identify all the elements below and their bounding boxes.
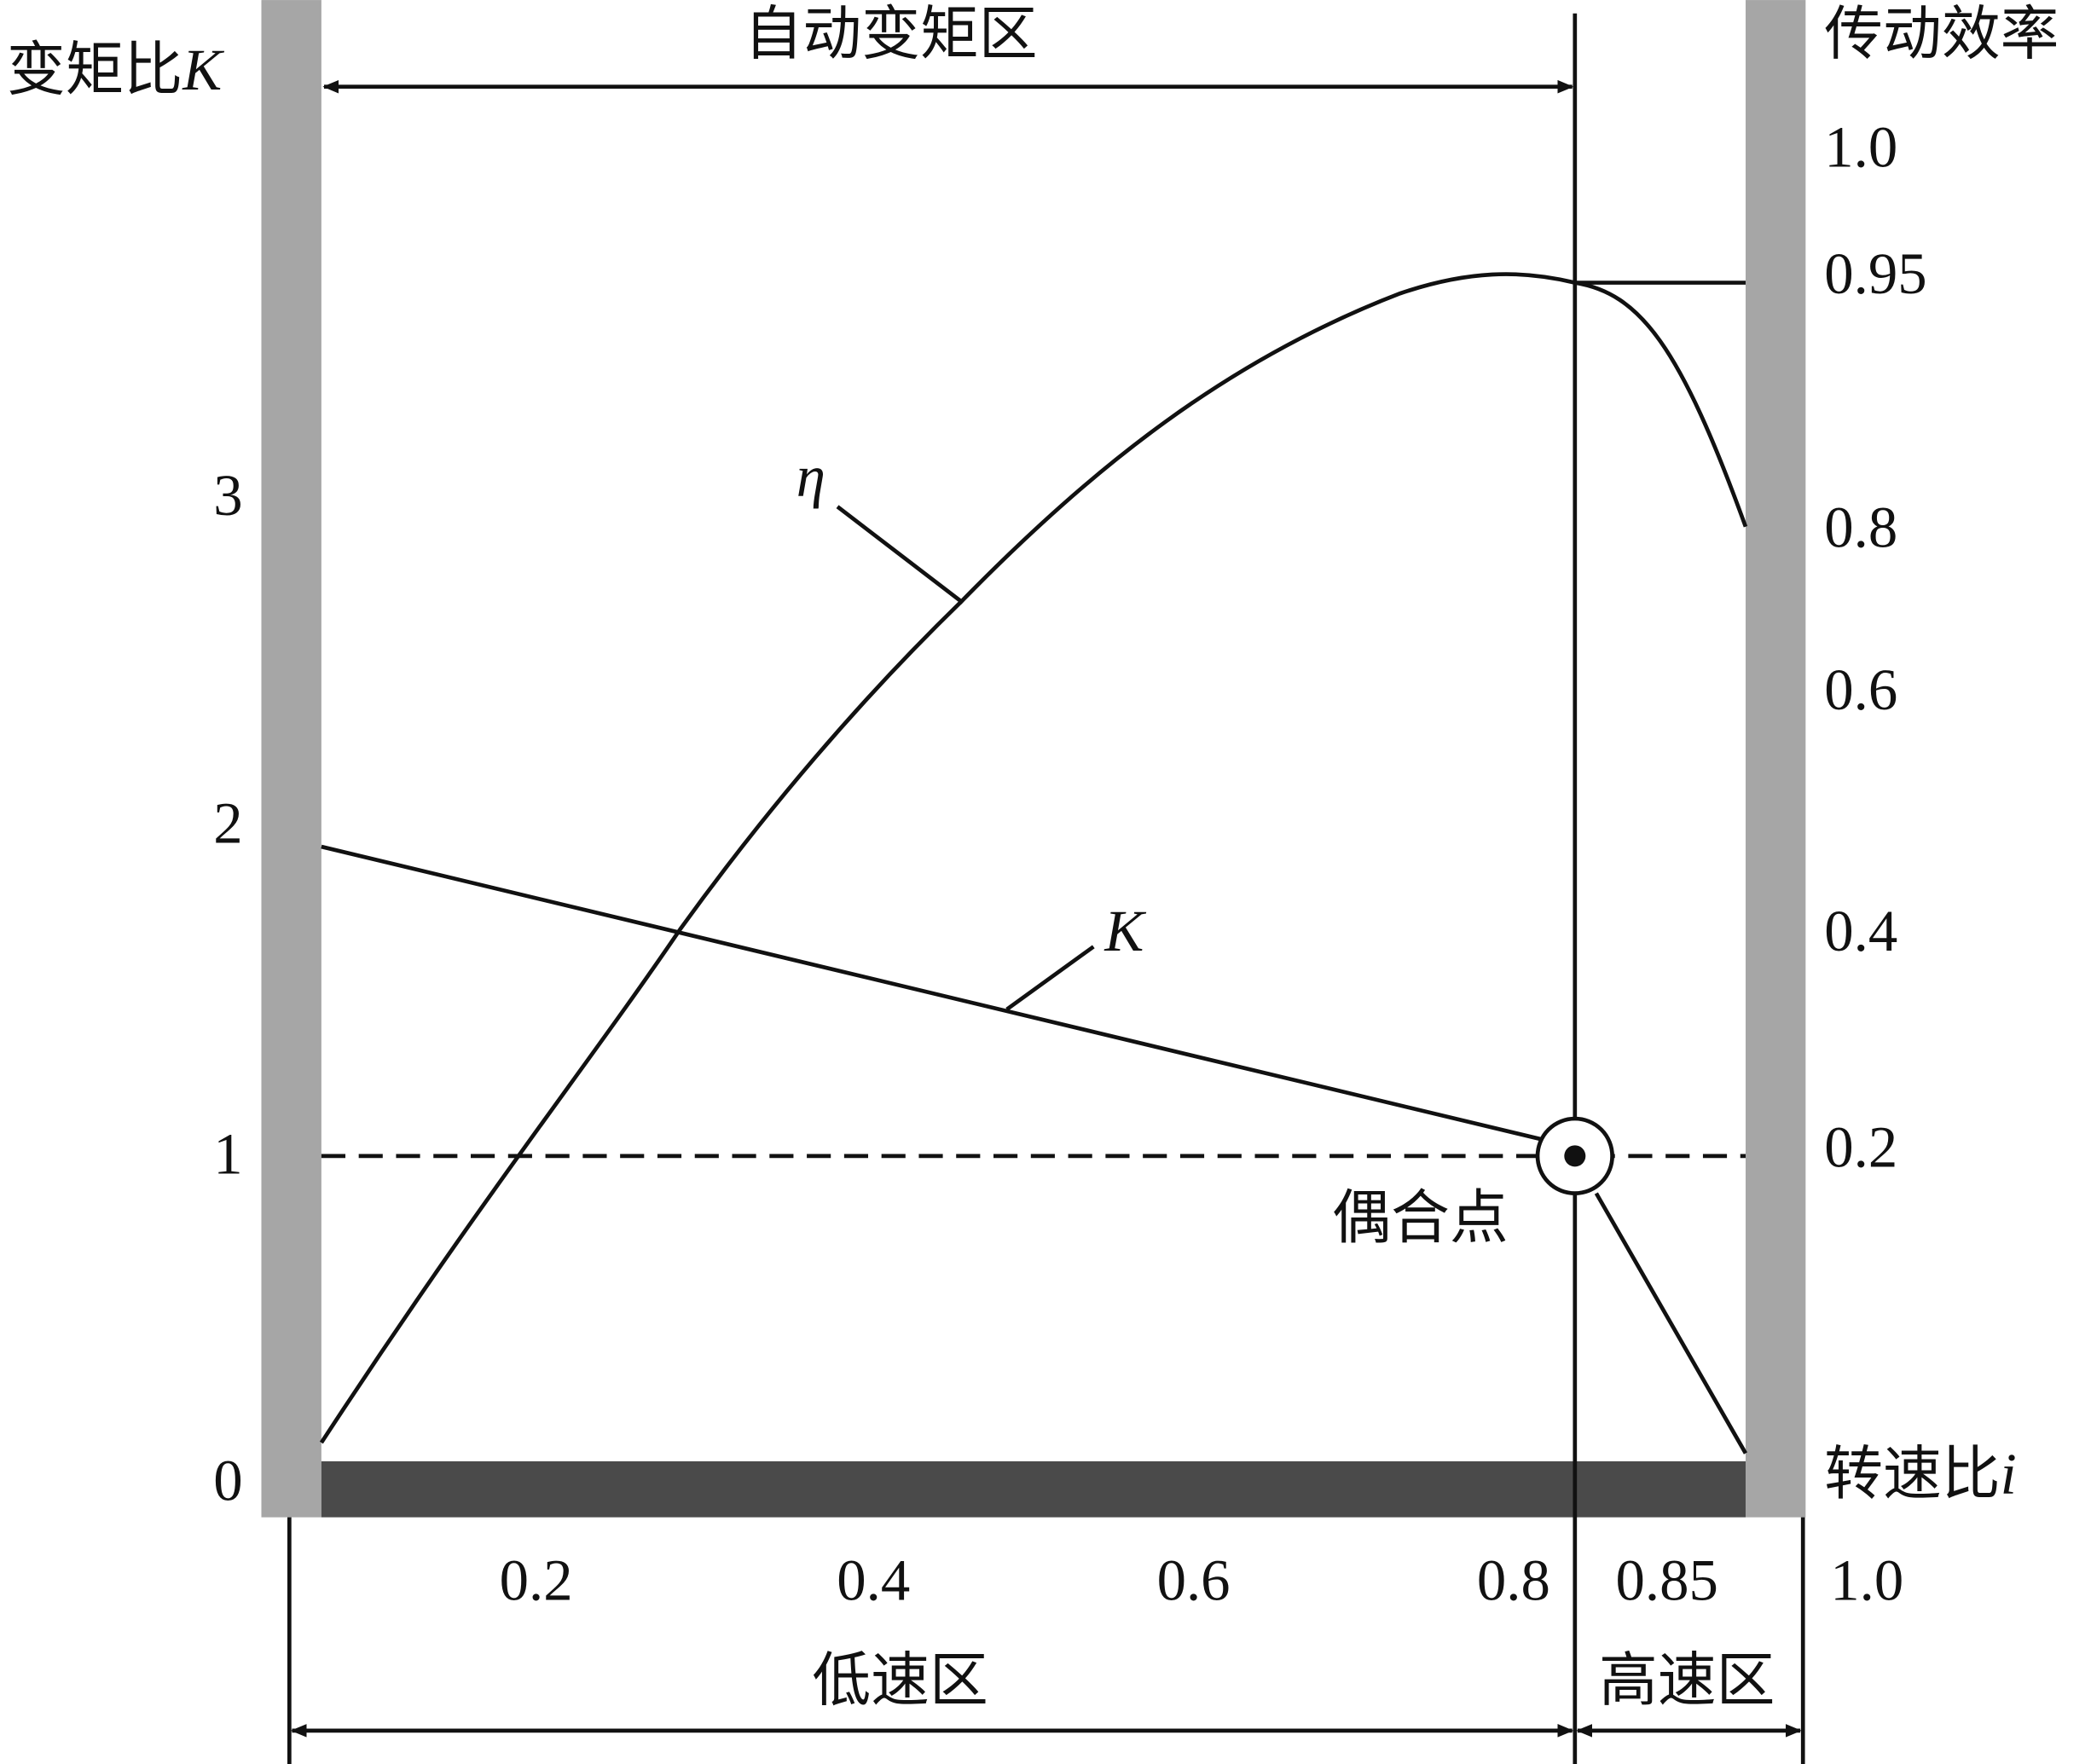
coupling-dot [1564, 1145, 1586, 1167]
tick-label: 2 [213, 791, 242, 856]
tick-label: 0.2 [500, 1548, 573, 1613]
ratio-curve [321, 844, 1545, 1142]
leader [836, 505, 964, 604]
right-axis-label: 传动效率 [1824, 2, 2059, 67]
left-axis-label: 变矩比K [7, 38, 224, 102]
tick-label: 1 [213, 1121, 242, 1186]
tick-label: 0.4 [1824, 899, 1897, 963]
title: 自动变矩区 [744, 2, 1038, 67]
right-bar [1745, 0, 1806, 1518]
label: 转速比 [1824, 1442, 2000, 1507]
curve-label: η [796, 444, 825, 509]
tick-label: 3 [213, 463, 242, 528]
tick-label: 0 [213, 1448, 242, 1512]
zone-label: 高速区 [1599, 1648, 1775, 1713]
left-bar [261, 0, 321, 1518]
symbol: K [182, 38, 224, 102]
tick-label: 0.6 [1157, 1548, 1231, 1613]
tick-label: 0.8 [1824, 494, 1897, 559]
bottom-bar [321, 1460, 1746, 1518]
symbol: i [2001, 1442, 2017, 1507]
leader [1005, 945, 1095, 1011]
tick-label: 0.85 [1616, 1548, 1718, 1613]
curve-label: K [1103, 899, 1146, 963]
tick-label: 0.4 [837, 1548, 910, 1613]
tick-label: 0.2 [1824, 1115, 1897, 1180]
tick-label: 0.8 [1477, 1548, 1550, 1613]
zone-label: 低速区 [812, 1648, 988, 1713]
tick-label: 0.95 [1824, 241, 1926, 306]
label: 变矩比 [7, 38, 182, 102]
tick-label: 1.0 [1824, 115, 1897, 180]
ratio-curve [1594, 1192, 1748, 1455]
tick-label: 1.0 [1830, 1548, 1903, 1613]
efficiency-curve [319, 272, 1748, 1444]
coupling-label: 偶合点 [1332, 1185, 1508, 1250]
bottom-axis-label: 转速比i [1824, 1442, 2017, 1507]
tick-label: 0.6 [1824, 657, 1897, 722]
